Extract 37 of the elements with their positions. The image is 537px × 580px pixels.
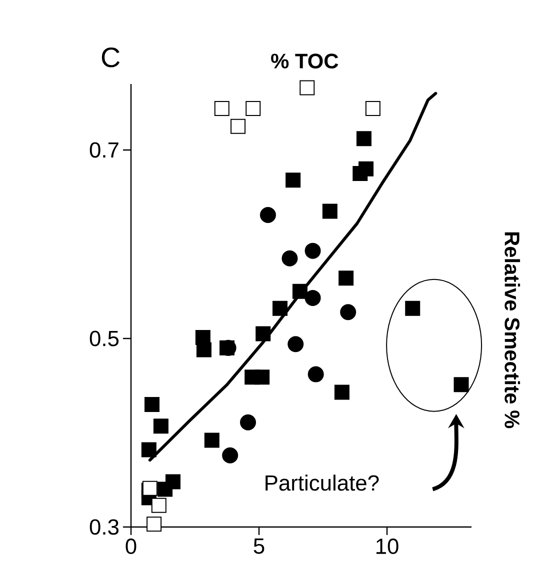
point bbox=[304, 290, 321, 306]
point bbox=[141, 442, 156, 458]
point bbox=[405, 300, 420, 316]
annotation: Particulate? bbox=[266, 474, 379, 491]
point bbox=[340, 304, 356, 320]
point bbox=[286, 172, 301, 188]
point bbox=[204, 432, 220, 448]
point bbox=[292, 284, 308, 299]
y-axis-title: Relative Smectite % bbox=[504, 232, 520, 428]
point bbox=[158, 482, 173, 497]
point bbox=[322, 204, 338, 219]
point bbox=[260, 207, 276, 224]
point bbox=[272, 300, 288, 316]
point bbox=[338, 270, 354, 286]
point bbox=[153, 418, 168, 434]
point bbox=[240, 414, 256, 430]
point bbox=[304, 242, 321, 259]
point bbox=[144, 396, 160, 412]
point bbox=[334, 384, 350, 400]
point bbox=[288, 336, 304, 352]
x-tick-label: 0 bbox=[126, 538, 136, 554]
x-axis-title: % TOC bbox=[271, 54, 338, 68]
point bbox=[196, 342, 212, 358]
y-tick-label: 0.7 bbox=[90, 142, 118, 158]
point bbox=[308, 366, 324, 382]
y-tick-label: 0.3 bbox=[90, 519, 119, 535]
x-tick-label: 10 bbox=[376, 538, 398, 554]
point bbox=[454, 377, 469, 392]
point bbox=[356, 131, 372, 146]
point bbox=[256, 326, 271, 342]
x-tick-label: 5 bbox=[254, 538, 264, 554]
y-tick-label: 0.5 bbox=[90, 330, 119, 346]
point bbox=[282, 250, 298, 266]
point bbox=[358, 161, 374, 176]
point bbox=[222, 447, 238, 464]
point bbox=[254, 370, 270, 385]
text: C bbox=[102, 48, 120, 68]
